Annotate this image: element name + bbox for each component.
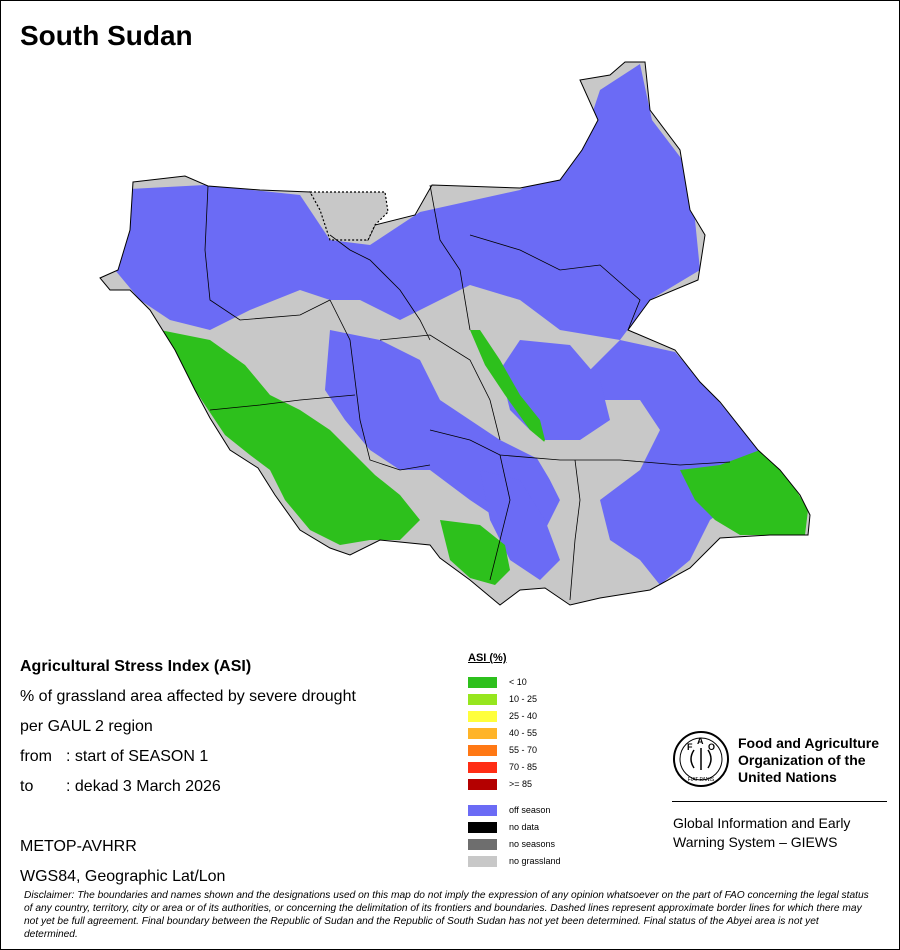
fao-name: Food and Agriculture Organization of the…	[738, 735, 880, 785]
legend-item-1: 10 - 25	[468, 693, 537, 705]
legend-swatch	[468, 838, 497, 850]
legend-label: no grassland	[509, 856, 561, 866]
legend-swatch	[468, 821, 497, 833]
legend: ASI (%) < 10 10 - 25 25 - 40 40 - 55 55 - 70…	[468, 652, 561, 867]
legend-item-3: 40 - 55	[468, 727, 537, 739]
legend-swatch	[468, 676, 497, 688]
legend-swatch	[468, 727, 497, 739]
legend-item-0: < 10	[468, 676, 527, 688]
svg-text:FIAT PANIS: FIAT PANIS	[688, 777, 715, 783]
country-map	[99, 61, 811, 606]
info-description: % of grassland area affected by severe d…	[20, 688, 356, 705]
legend-label: >= 85	[509, 779, 533, 789]
off-season-north	[110, 64, 700, 340]
fao-logo: F A O FIAT PANIS	[673, 731, 729, 787]
info-to-key: to	[20, 778, 34, 795]
info-from-key: from	[20, 748, 52, 765]
asi-low-nile-strip	[470, 330, 545, 450]
svg-text:O: O	[708, 742, 715, 752]
legend-extra-2: no seasons	[468, 838, 555, 850]
abyei-area	[308, 191, 389, 241]
giews-name: Global Information and Early Warning Sys…	[673, 815, 851, 850]
info-from-value: : start of SEASON 1	[66, 748, 209, 765]
nile-channel	[530, 430, 570, 510]
legend-extra-3: no grassland	[468, 855, 561, 867]
legend-label: < 10	[509, 677, 527, 687]
legend-swatch	[468, 804, 497, 816]
svg-text:F: F	[687, 742, 693, 752]
info-projection: WGS84, Geographic Lat/Lon	[20, 868, 226, 885]
legend-label: no data	[509, 822, 540, 832]
info-sensor: METOP-AVHRR	[20, 838, 137, 855]
legend-label: 70 - 85	[509, 762, 538, 772]
legend-label: off season	[509, 805, 551, 815]
legend-label: 10 - 25	[509, 694, 538, 704]
map-title: South Sudan	[20, 20, 193, 51]
legend-swatch	[468, 855, 497, 867]
disclaimer: Disclaimer: The boundaries and names sho…	[24, 890, 869, 940]
legend-label: 25 - 40	[509, 711, 538, 721]
off-season-south-central	[480, 470, 560, 580]
legend-label: 55 - 70	[509, 745, 538, 755]
country-shape	[100, 62, 810, 605]
info-to: to : dekad 3 March 2026	[20, 778, 221, 796]
asi-low-southwest	[160, 330, 420, 545]
legend-label: 40 - 55	[509, 728, 538, 738]
legend-item-5: 70 - 85	[468, 761, 537, 773]
off-season-east	[580, 340, 770, 585]
info-title: Agricultural Stress Index (ASI)	[20, 658, 252, 675]
legend-item-6: >= 85	[468, 778, 532, 790]
legend-item-2: 25 - 40	[468, 710, 537, 722]
divider	[672, 801, 887, 802]
legend-swatch	[468, 744, 497, 756]
info-to-value: : dekad 3 March 2026	[66, 778, 221, 795]
legend-item-4: 55 - 70	[468, 744, 537, 756]
svg-text:A: A	[697, 736, 704, 746]
legend-extra-1: no data	[468, 821, 539, 833]
legend-title: ASI (%)	[468, 652, 507, 664]
legend-swatch	[468, 778, 497, 790]
info-region-level: per GAUL 2 region	[20, 718, 153, 735]
country-border	[99, 61, 811, 606]
legend-swatch	[468, 710, 497, 722]
legend-swatch	[468, 761, 497, 773]
admin-boundaries	[204, 184, 731, 601]
legend-swatch	[468, 693, 497, 705]
asi-low-east	[680, 450, 808, 535]
info-from: from : start of SEASON 1	[20, 748, 208, 766]
legend-label: no seasons	[509, 839, 556, 849]
legend-extra-0: off season	[468, 804, 550, 816]
